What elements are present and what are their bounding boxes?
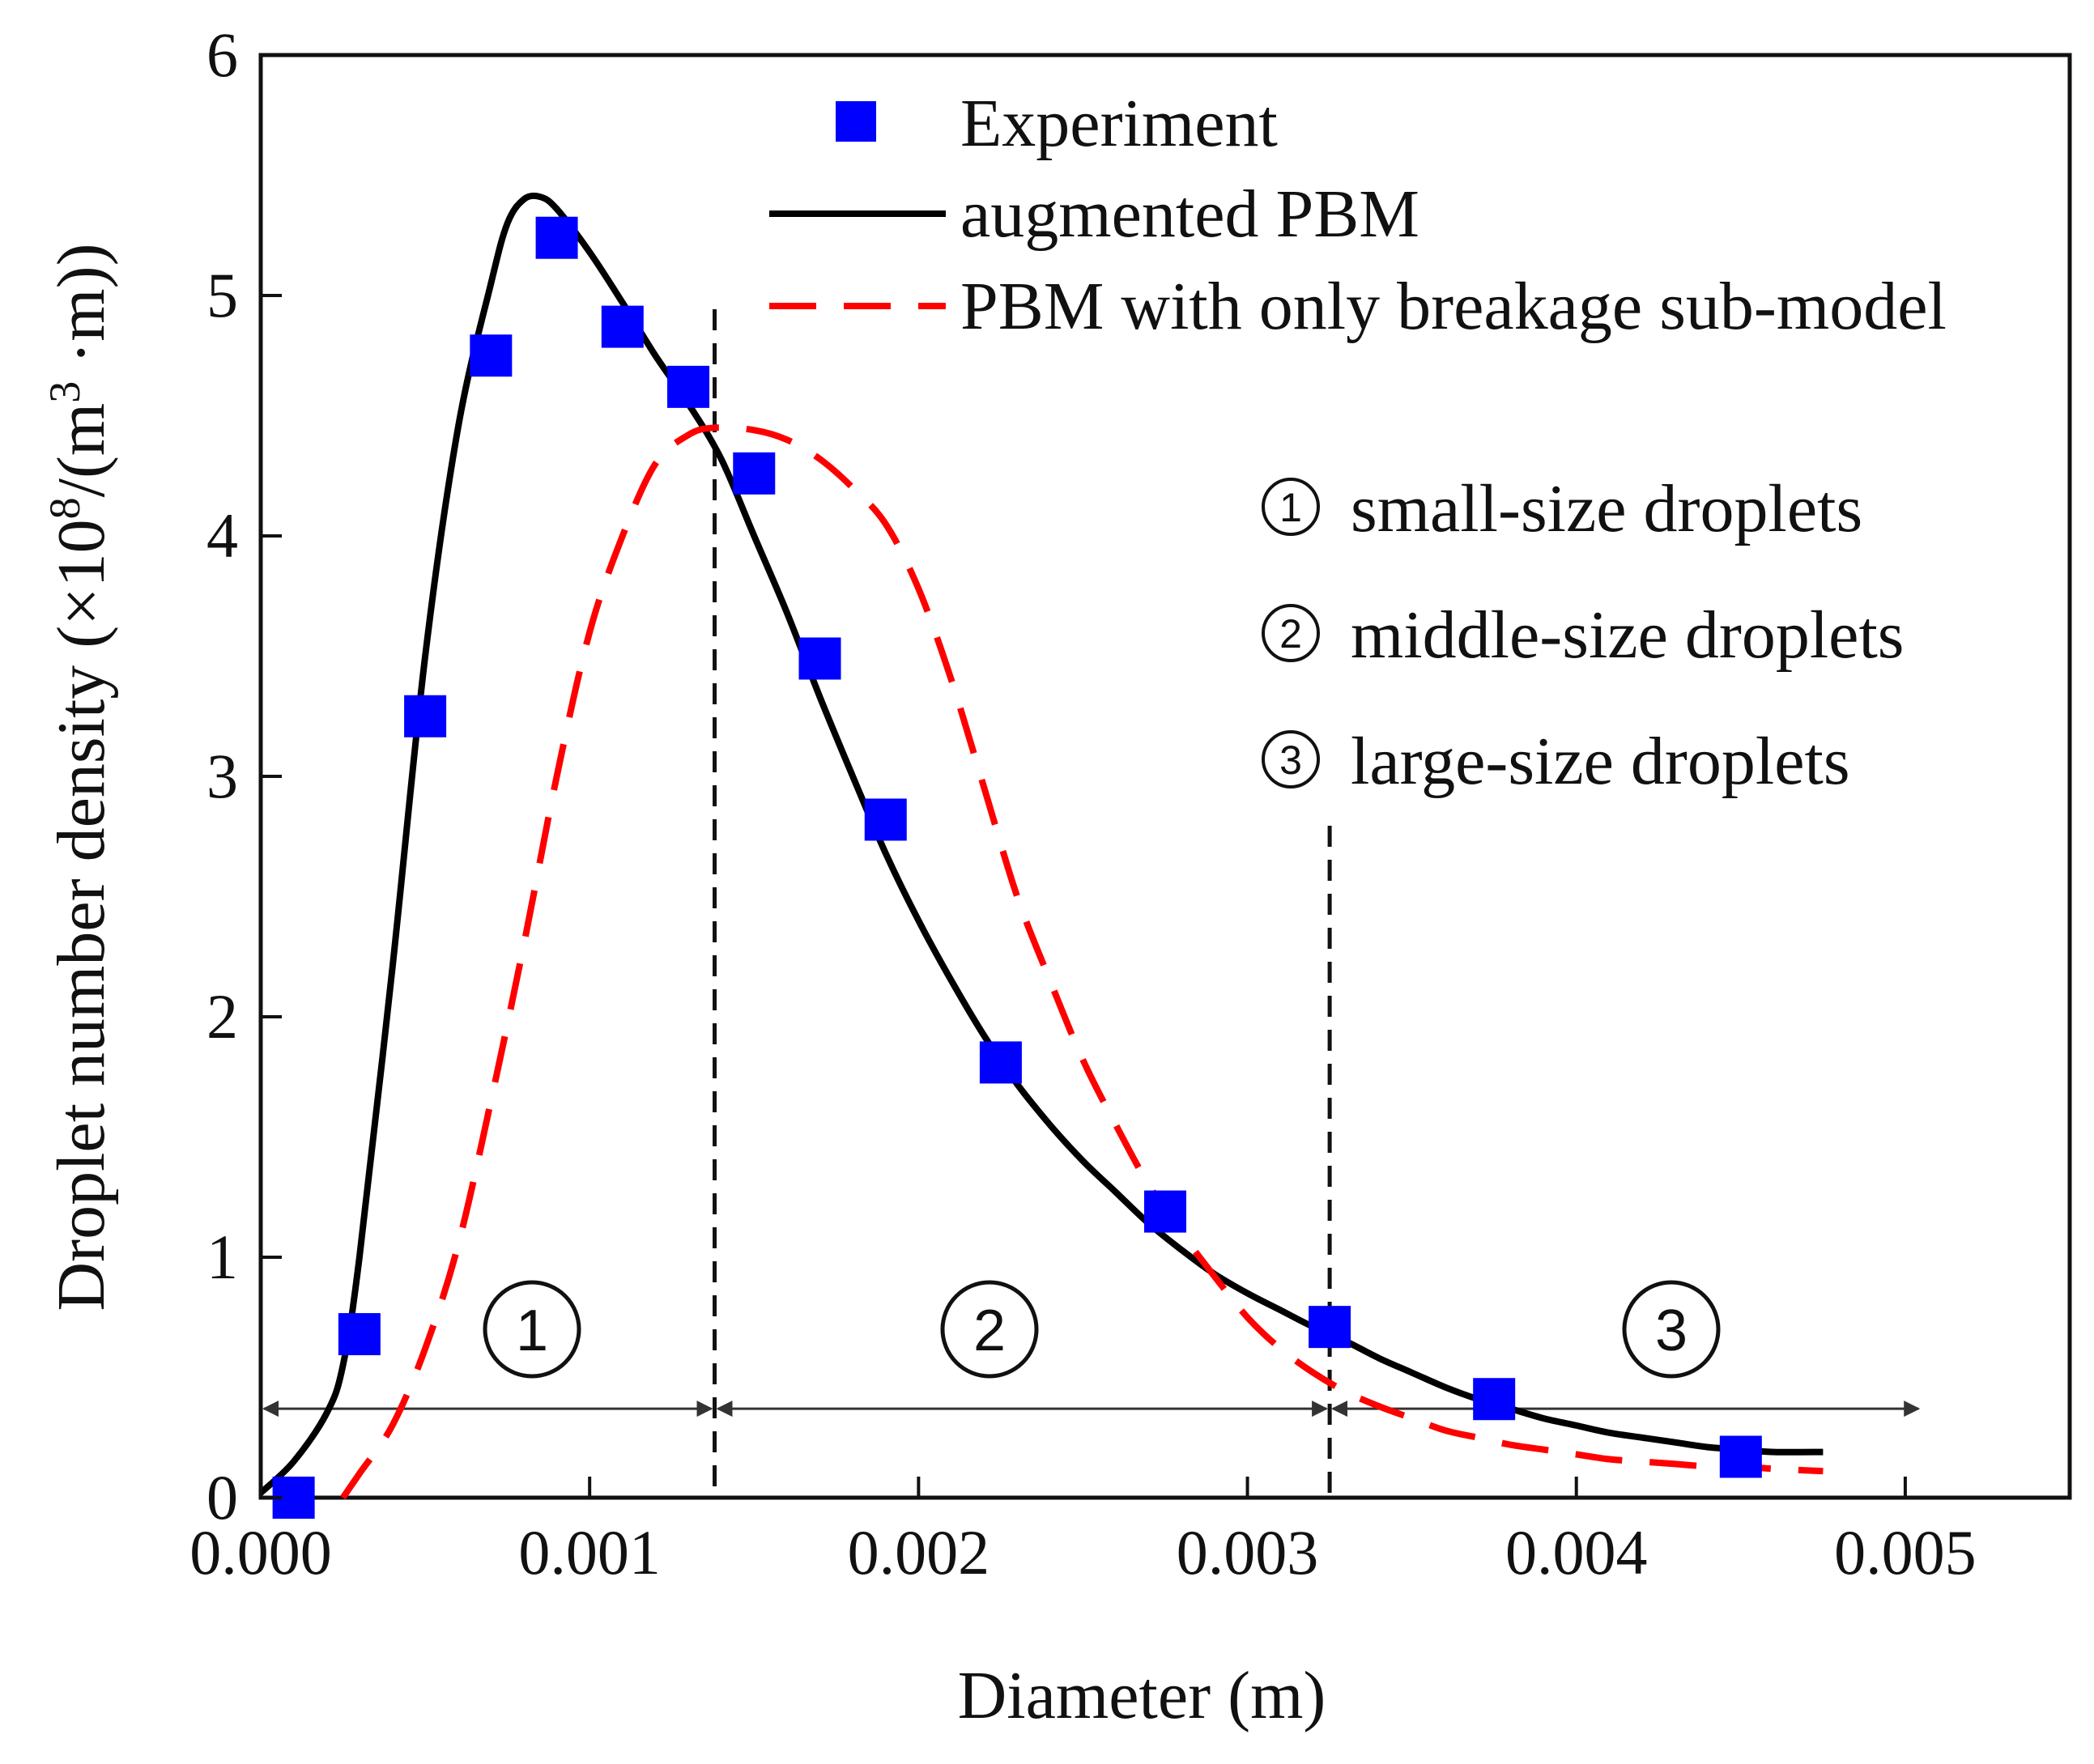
region-dividers xyxy=(713,309,1332,1498)
experiment-point xyxy=(404,695,447,737)
x-tick-label: 0.000 xyxy=(189,1517,332,1588)
legend: Experiment augmented PBM PBM with only b… xyxy=(769,86,1947,344)
series-line-2 xyxy=(340,424,1824,1500)
experiment-point xyxy=(470,334,513,377)
experiment-point xyxy=(864,798,907,841)
y-title-exp1: 8 xyxy=(40,497,89,519)
region-number-1: 1 xyxy=(516,1299,548,1363)
region-annotation-3: 3 large-size droplets xyxy=(1262,724,1850,799)
experiment-point xyxy=(338,1313,381,1356)
y-title-main: Droplet number density (×10 xyxy=(44,519,119,1311)
y-tick-label: 0 xyxy=(206,1462,238,1532)
y-title-mid: /(m xyxy=(44,403,119,498)
legend-label-experiment: Experiment xyxy=(960,86,1278,161)
x-tick-label: 0.002 xyxy=(848,1517,990,1588)
x-axis-ticks: 0.000 0.001 0.002 0.003 0.004 0.005 xyxy=(189,1477,1977,1588)
legend-label-augmented: augmented PBM xyxy=(960,176,1419,252)
legend-marker-experiment xyxy=(836,101,876,142)
annotation-label-2: middle-size droplets xyxy=(1351,597,1904,673)
y-axis-title: Droplet number density (×108/(m3 ·m)) xyxy=(40,243,119,1311)
y-tick-label: 2 xyxy=(206,981,238,1052)
region-annotation-2: 2 middle-size droplets xyxy=(1262,597,1904,673)
experiment-points xyxy=(272,216,1762,1519)
legend-label-breakage: PBM with only breakage sub-model xyxy=(960,269,1947,344)
x-tick-label: 0.004 xyxy=(1505,1517,1648,1588)
annotation-label-3: large-size droplets xyxy=(1351,724,1850,799)
experiment-point xyxy=(979,1041,1022,1084)
annotation-number-3: 3 xyxy=(1279,737,1302,783)
experiment-point xyxy=(1144,1190,1186,1233)
region-number-2: 2 xyxy=(973,1299,1006,1363)
region-marker-3: 3 xyxy=(1622,1280,1721,1379)
region-annotation-1: 1 small-size droplets xyxy=(1262,471,1862,546)
experiment-point xyxy=(1719,1435,1762,1478)
x-tick-label: 0.001 xyxy=(518,1517,661,1588)
y-title-exp2: 3 xyxy=(40,381,89,403)
experiment-point xyxy=(667,365,710,408)
y-tick-label: 5 xyxy=(206,260,238,330)
x-axis-title: Diameter (m) xyxy=(958,1658,1326,1733)
x-tick-label: 0.005 xyxy=(1834,1517,1977,1588)
annotation-label-1: small-size droplets xyxy=(1351,471,1862,546)
y-title-end: ·m)) xyxy=(44,243,119,380)
region-marker-1: 1 xyxy=(483,1280,581,1379)
experiment-point xyxy=(1473,1378,1516,1421)
y-tick-label: 3 xyxy=(206,741,238,811)
y-tick-label: 1 xyxy=(206,1222,238,1292)
annotation-number-1: 1 xyxy=(1279,485,1302,530)
experiment-point xyxy=(601,305,644,348)
experiment-point xyxy=(535,216,578,259)
region-number-3: 3 xyxy=(1655,1299,1688,1363)
annotation-number-2: 2 xyxy=(1279,611,1302,657)
experiment-point xyxy=(798,637,841,680)
y-axis-ticks: 0 1 2 3 4 5 6 xyxy=(206,19,282,1532)
y-tick-label: 4 xyxy=(206,500,238,571)
x-tick-label: 0.003 xyxy=(1177,1517,1319,1588)
experiment-point xyxy=(1309,1306,1351,1349)
experiment-point xyxy=(733,452,776,495)
region-marker-2: 2 xyxy=(940,1280,1039,1379)
y-tick-label: 6 xyxy=(206,19,238,90)
